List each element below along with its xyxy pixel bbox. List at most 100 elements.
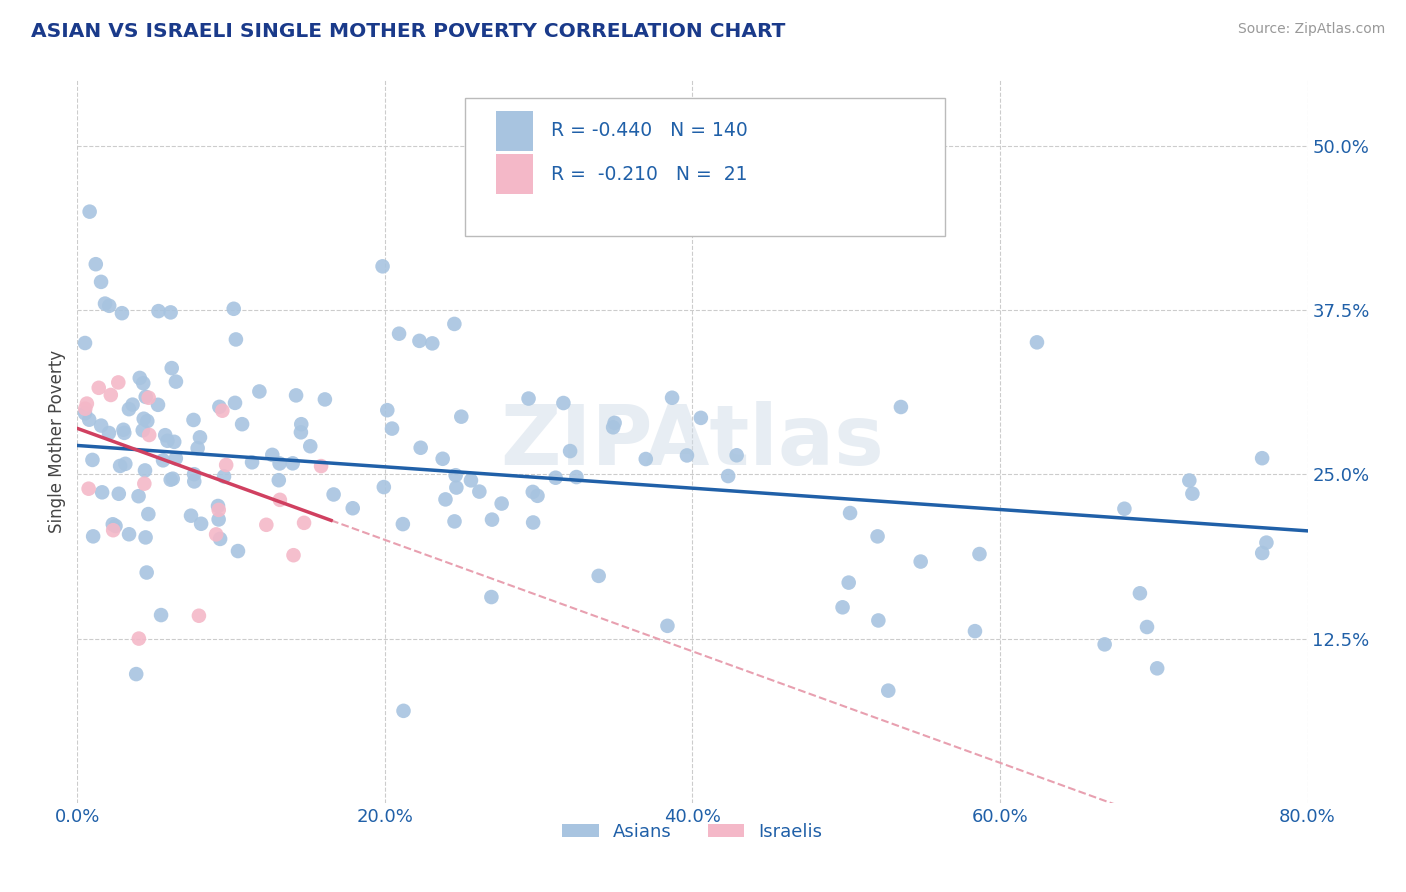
- Text: R =  -0.210   N =  21: R = -0.210 N = 21: [551, 165, 748, 184]
- Point: [226, 544, 249, 558]
- Point: [183, 475, 205, 489]
- Point: [262, 448, 284, 462]
- Point: [838, 575, 860, 590]
- Point: [1181, 486, 1204, 500]
- Point: [281, 456, 304, 470]
- Point: [392, 704, 415, 718]
- Point: [146, 398, 169, 412]
- Point: [526, 489, 548, 503]
- Text: Source: ZipAtlas.com: Source: ZipAtlas.com: [1237, 22, 1385, 37]
- Text: ASIAN VS ISRAELI SINGLE MOTHER POVERTY CORRELATION CHART: ASIAN VS ISRAELI SINGLE MOTHER POVERTY C…: [31, 22, 786, 41]
- Point: [603, 416, 626, 430]
- Point: [209, 532, 232, 546]
- Point: [183, 413, 205, 427]
- Point: [657, 619, 679, 633]
- Point: [138, 428, 160, 442]
- Point: [322, 487, 344, 501]
- Point: [160, 361, 183, 376]
- Point: [165, 375, 187, 389]
- Point: [432, 451, 454, 466]
- Point: [128, 371, 150, 385]
- Point: [101, 523, 124, 537]
- Point: [208, 512, 231, 526]
- Point: [207, 499, 229, 513]
- Point: [1178, 474, 1201, 488]
- Point: [676, 449, 699, 463]
- Point: [148, 304, 170, 318]
- Y-axis label: Single Mother Poverty: Single Mother Poverty: [48, 350, 66, 533]
- Point: [73, 406, 96, 420]
- FancyBboxPatch shape: [465, 98, 945, 235]
- Point: [231, 417, 253, 432]
- Point: [112, 425, 135, 440]
- Point: [112, 423, 135, 437]
- Point: [107, 487, 129, 501]
- Point: [868, 614, 890, 628]
- Point: [222, 301, 245, 316]
- Point: [190, 516, 212, 531]
- Point: [180, 508, 202, 523]
- Point: [224, 396, 246, 410]
- Point: [285, 388, 308, 402]
- Point: [215, 458, 238, 472]
- Point: [388, 326, 411, 341]
- Point: [269, 457, 291, 471]
- Point: [156, 434, 179, 448]
- Point: [375, 403, 398, 417]
- Point: [84, 257, 107, 271]
- Point: [125, 667, 148, 681]
- Point: [98, 299, 121, 313]
- Point: [267, 473, 290, 487]
- Point: [107, 376, 129, 390]
- Point: [132, 411, 155, 425]
- Point: [839, 506, 862, 520]
- Point: [1136, 620, 1159, 634]
- Point: [111, 306, 134, 320]
- Text: R = -0.440   N = 140: R = -0.440 N = 140: [551, 121, 748, 140]
- Point: [128, 632, 150, 646]
- Point: [118, 402, 141, 417]
- Point: [1129, 586, 1152, 600]
- Point: [409, 441, 432, 455]
- Point: [152, 453, 174, 467]
- Point: [132, 423, 155, 437]
- Point: [434, 492, 457, 507]
- Point: [188, 430, 211, 444]
- Point: [138, 507, 160, 521]
- Point: [371, 260, 394, 274]
- Point: [661, 391, 683, 405]
- Point: [890, 400, 912, 414]
- Point: [1146, 661, 1168, 675]
- Bar: [496, 154, 533, 194]
- Point: [910, 555, 932, 569]
- Point: [446, 481, 468, 495]
- Point: [831, 600, 853, 615]
- Point: [205, 527, 228, 541]
- Text: ZIPAtlas: ZIPAtlas: [501, 401, 884, 482]
- Point: [565, 470, 588, 484]
- Point: [373, 480, 395, 494]
- Point: [1256, 535, 1278, 549]
- Point: [314, 392, 336, 407]
- Point: [522, 484, 544, 499]
- Point: [163, 434, 186, 449]
- Point: [82, 453, 104, 467]
- Point: [634, 452, 657, 467]
- Point: [444, 468, 467, 483]
- Point: [866, 529, 889, 543]
- Point: [128, 489, 150, 503]
- Point: [443, 515, 465, 529]
- Point: [208, 503, 231, 517]
- Point: [82, 529, 104, 543]
- Point: [342, 501, 364, 516]
- Point: [87, 381, 110, 395]
- Bar: [496, 111, 533, 151]
- Point: [94, 296, 117, 310]
- Point: [150, 608, 173, 623]
- Point: [290, 417, 312, 432]
- Point: [408, 334, 430, 348]
- Point: [522, 516, 544, 530]
- Point: [79, 204, 101, 219]
- Point: [100, 388, 122, 402]
- Point: [134, 463, 156, 477]
